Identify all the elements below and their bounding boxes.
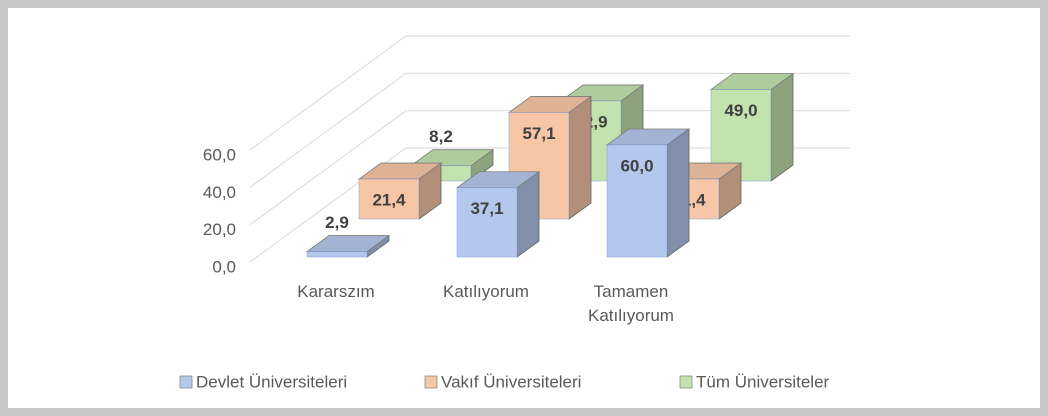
bar-side: [770, 72, 794, 182]
value-label: 57,1: [522, 124, 555, 143]
grid-line: [249, 35, 850, 151]
value-label: 37,1: [470, 199, 503, 218]
bar: [455, 170, 541, 258]
legend-swatch: [424, 375, 438, 389]
y-tick-label: 0,0: [212, 257, 236, 276]
bar-front: [606, 144, 668, 258]
grid-line: [249, 72, 850, 188]
chart: 0,020,040,060,08,242,949,021,457,121,42,…: [179, 35, 850, 391]
legend-label: Vakıf Üniversiteleri: [441, 372, 581, 391]
bar: [305, 234, 391, 258]
value-label: 8,2: [429, 127, 453, 146]
value-label: 49,0: [724, 101, 757, 120]
value-label: 60,0: [620, 156, 653, 175]
bar-side: [568, 95, 592, 220]
bar: [357, 162, 443, 220]
bar-front: [306, 251, 368, 258]
legend-label: Tüm Üniversiteler: [696, 372, 830, 391]
bar-front: [456, 187, 518, 258]
bar-front: [358, 178, 420, 220]
y-tick-label: 20,0: [203, 220, 236, 239]
y-tick-label: 60,0: [203, 145, 236, 164]
x-tick-label: Tamamen Katılıyorum: [588, 282, 674, 325]
x-tick-label: Katılıyorum: [443, 282, 529, 301]
bar: [605, 128, 691, 258]
y-tick-label: 40,0: [203, 183, 236, 202]
grid-line: [249, 147, 850, 263]
x-tick-label: Kararszım: [297, 282, 375, 301]
bar-side: [666, 128, 690, 258]
grid-line: [249, 110, 850, 226]
legend-swatch: [679, 375, 693, 389]
legend-swatch: [179, 375, 193, 389]
value-label: 21,4: [372, 191, 406, 210]
value-label: 2,9: [325, 213, 349, 232]
legend-label: Devlet Üniversiteleri: [196, 372, 347, 391]
